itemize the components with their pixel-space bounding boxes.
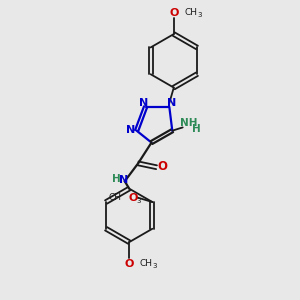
Text: O: O: [124, 259, 134, 269]
Text: NH: NH: [180, 118, 197, 128]
Text: 3: 3: [152, 263, 157, 269]
Text: N: N: [126, 125, 135, 135]
Text: 3: 3: [197, 12, 202, 18]
Text: O: O: [169, 8, 178, 18]
Text: N: N: [139, 98, 148, 108]
Text: CH: CH: [140, 259, 153, 268]
Text: O: O: [128, 193, 138, 202]
Text: O: O: [157, 160, 167, 173]
Text: CH: CH: [184, 8, 197, 17]
Text: N: N: [167, 98, 176, 108]
Text: H: H: [112, 174, 121, 184]
Text: CH: CH: [108, 193, 121, 202]
Text: N: N: [119, 175, 128, 185]
Text: 3: 3: [136, 198, 140, 204]
Text: H: H: [192, 124, 200, 134]
